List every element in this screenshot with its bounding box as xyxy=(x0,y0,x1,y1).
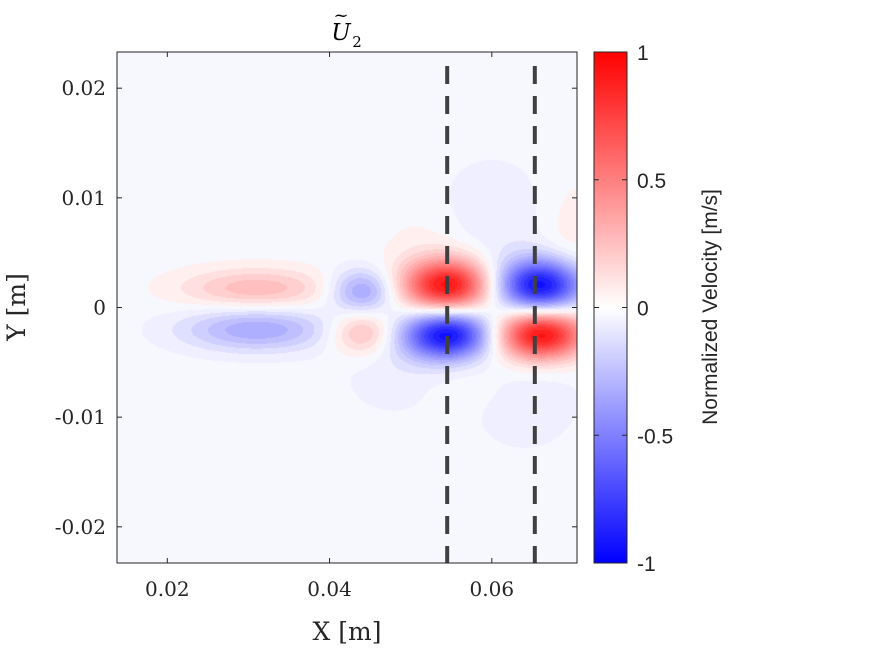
colorbar-label: Normalized Velocity [m/s] xyxy=(699,189,722,425)
chart-title: ~ U 2 xyxy=(331,5,361,51)
heatmap-field xyxy=(117,52,577,563)
y-axis-ticks: -0.02 -0.01 0 0.01 0.02 xyxy=(55,76,577,539)
colorbar-tick-label: 1 xyxy=(637,42,649,65)
x-axis-ticks: 0.02 0.04 0.06 xyxy=(145,52,514,601)
colorbar xyxy=(593,51,628,564)
y-tick-label: -0.01 xyxy=(55,405,106,429)
heatmap-image xyxy=(117,52,577,563)
y-axis-label: Y [m] xyxy=(2,273,31,342)
title-base: U xyxy=(331,20,352,46)
colorbar-ticks: -1 -0.5 0 0.5 1 xyxy=(594,42,673,576)
reference-lines xyxy=(445,66,537,563)
y-tick-label: 0.01 xyxy=(61,186,106,210)
colorbar-tick-label: 0 xyxy=(637,298,649,321)
x-axis-label: X [m] xyxy=(313,617,382,646)
y-tick-label: 0.02 xyxy=(61,76,106,100)
y-tick-label: -0.02 xyxy=(55,515,106,539)
title-subscript: 2 xyxy=(352,33,362,51)
x-tick-label: 0.02 xyxy=(145,577,190,601)
colorbar-tick-label: -0.5 xyxy=(637,425,673,448)
colorbar-tick-label: -1 xyxy=(637,553,656,576)
x-tick-label: 0.04 xyxy=(307,577,352,601)
colorbar-tick-label: 0.5 xyxy=(637,170,666,193)
title-tilde: ~ xyxy=(333,5,348,26)
x-tick-label: 0.06 xyxy=(470,577,515,601)
y-tick-label: 0 xyxy=(93,296,106,320)
